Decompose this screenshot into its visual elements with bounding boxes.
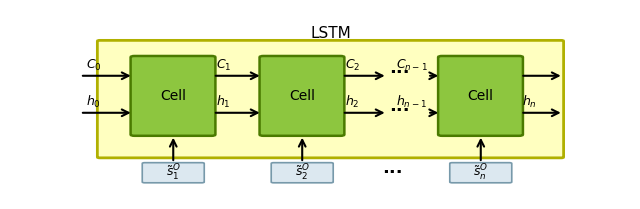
Text: ···: ··· [382,164,403,182]
Text: $\tilde{s}_2^O$: $\tilde{s}_2^O$ [294,163,310,183]
Text: ···: ··· [390,64,410,82]
Text: $\boldsymbol{h_{n-1}}$: $\boldsymbol{h_{n-1}}$ [396,94,428,110]
Text: $\boldsymbol{h_n}$: $\boldsymbol{h_n}$ [522,94,538,110]
Text: $\boldsymbol{C_{n-1}}$: $\boldsymbol{C_{n-1}}$ [396,57,428,73]
FancyBboxPatch shape [97,40,564,158]
Text: $\boldsymbol{C_0}$: $\boldsymbol{C_0}$ [86,57,102,73]
Text: $\tilde{s}_1^O$: $\tilde{s}_1^O$ [166,163,181,183]
Text: $\tilde{s}_n^O$: $\tilde{s}_n^O$ [473,163,488,183]
FancyBboxPatch shape [142,163,204,183]
FancyBboxPatch shape [260,56,344,136]
Text: Cell: Cell [289,89,315,103]
Text: $\boldsymbol{C_1}$: $\boldsymbol{C_1}$ [216,57,232,73]
FancyBboxPatch shape [131,56,216,136]
Text: $\boldsymbol{C_2}$: $\boldsymbol{C_2}$ [346,57,361,73]
Text: $\boldsymbol{h_1}$: $\boldsymbol{h_1}$ [216,94,231,110]
Text: Cell: Cell [160,89,186,103]
FancyBboxPatch shape [438,56,523,136]
FancyBboxPatch shape [450,163,512,183]
Text: $\boldsymbol{h_2}$: $\boldsymbol{h_2}$ [346,94,360,110]
FancyBboxPatch shape [271,163,333,183]
Text: LSTM: LSTM [310,26,351,41]
Text: $\boldsymbol{h_0}$: $\boldsymbol{h_0}$ [86,94,101,110]
Text: ···: ··· [390,102,410,120]
Text: Cell: Cell [467,89,493,103]
